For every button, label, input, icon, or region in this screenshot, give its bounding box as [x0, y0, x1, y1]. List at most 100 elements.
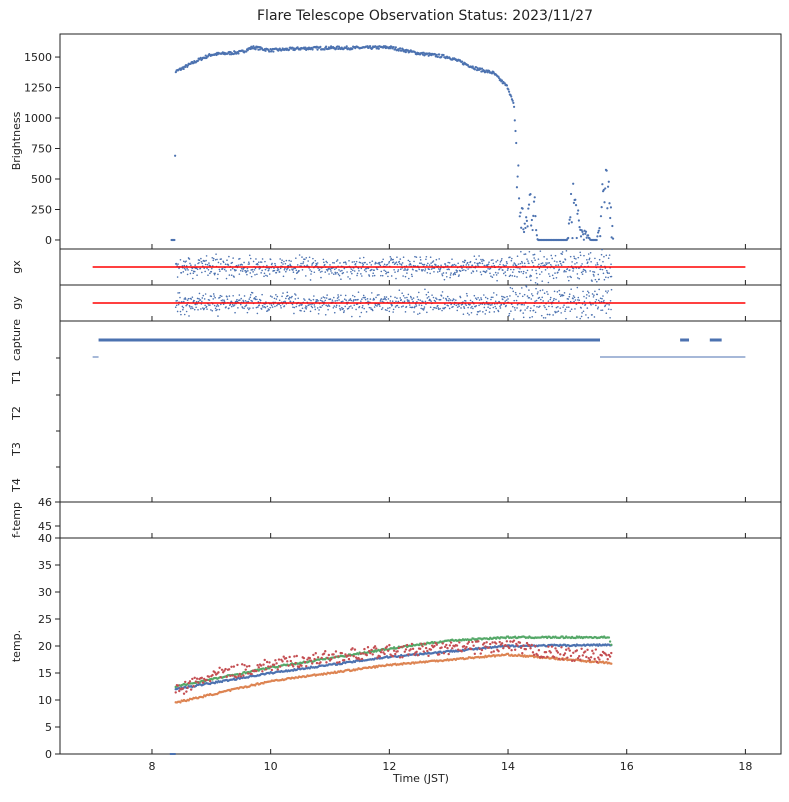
gy-point: [544, 317, 547, 319]
gx-point: [577, 277, 579, 279]
gx-point: [405, 269, 407, 271]
brightness-point: [513, 119, 516, 122]
gx-point: [254, 273, 256, 276]
gy-point: [361, 298, 363, 300]
gy-point: [596, 307, 599, 310]
temp-red-point: [288, 655, 291, 659]
gy-point: [344, 294, 347, 297]
gx-point: [573, 255, 575, 258]
gy-point: [449, 299, 452, 301]
gy-point: [460, 307, 462, 309]
gx-point: [211, 256, 214, 259]
gx-point: [479, 262, 481, 264]
temp-red-point: [532, 653, 536, 657]
gy-point: [402, 305, 404, 307]
gx-point: [481, 262, 484, 265]
brightness-point: [532, 214, 535, 218]
panel-frame-ftemp: [59, 501, 782, 539]
y-axis-label-gx: gx: [10, 260, 23, 274]
gx-point: [203, 267, 205, 270]
temp-red-point: [276, 668, 279, 671]
gx-point: [257, 261, 260, 264]
gy-point: [469, 303, 471, 306]
gy-point: [416, 296, 419, 298]
gy-point: [531, 315, 534, 318]
gy-point: [512, 318, 515, 320]
gy-point: [387, 298, 390, 300]
gy-point: [549, 298, 552, 301]
gx-point: [451, 258, 453, 261]
gx-point: [369, 261, 371, 264]
gy-point: [482, 311, 484, 313]
temp-red-point: [498, 640, 501, 644]
brightness-point: [442, 53, 445, 57]
gx-point: [413, 260, 415, 263]
gy-point: [413, 311, 415, 313]
brightness-point: [505, 84, 509, 87]
gx-point: [398, 260, 401, 263]
gy-point: [456, 306, 459, 308]
temp-red-point: [566, 656, 569, 659]
temp-red-point: [284, 656, 288, 660]
gx-point: [355, 260, 358, 263]
gx-point: [608, 254, 611, 256]
gy-point: [542, 300, 544, 302]
brightness-point: [245, 50, 248, 53]
gy-point: [308, 298, 311, 301]
temp-red-point: [483, 641, 486, 645]
gy-point: [236, 298, 238, 301]
brightness-point: [316, 48, 319, 51]
gx-point: [279, 267, 282, 270]
gy-point: [562, 294, 565, 297]
gx-point: [317, 267, 319, 270]
gx-point: [570, 276, 572, 279]
gx-point: [551, 274, 554, 277]
gy-point: [560, 312, 562, 314]
temp-red-point: [369, 651, 372, 655]
temp-red-point: [229, 674, 232, 678]
temp-red-point: [217, 671, 220, 674]
gy-point: [376, 294, 379, 296]
gy-point: [325, 297, 328, 299]
gy-point: [446, 295, 449, 298]
temp-red-point: [575, 649, 579, 652]
gy-point: [174, 306, 177, 309]
gy-point: [329, 298, 332, 300]
gy-point: [486, 297, 489, 300]
gy-point: [210, 309, 212, 311]
gy-point: [535, 287, 537, 290]
temp-red-point: [404, 648, 408, 651]
temp-red-point: [528, 644, 531, 648]
gy-point: [333, 296, 335, 299]
gx-point: [579, 251, 581, 254]
gx-point: [588, 258, 591, 261]
brightness-point: [406, 49, 410, 52]
gy-point: [248, 298, 251, 300]
gx-point: [274, 264, 277, 267]
gx-point: [254, 267, 257, 270]
temp-red-point: [261, 670, 264, 673]
gx-point: [205, 259, 207, 262]
y-tick-label: 40: [38, 532, 52, 545]
gx-point: [284, 267, 286, 270]
gx-point: [607, 276, 609, 279]
gy-point: [233, 304, 236, 306]
temp-red-point: [263, 658, 266, 662]
gy-point: [478, 304, 480, 307]
gx-point: [562, 261, 565, 263]
temp-red-point: [282, 655, 285, 658]
brightness-point: [530, 224, 533, 227]
temp-red-point: [441, 642, 444, 645]
gx-point: [253, 269, 256, 271]
gx-point: [572, 270, 574, 272]
gx-point: [433, 270, 435, 273]
gy-point: [577, 296, 580, 299]
gy-point: [184, 298, 187, 300]
gy-point: [342, 300, 344, 303]
gy-point: [398, 289, 401, 291]
gx-point: [362, 256, 365, 259]
gy-point: [325, 304, 328, 307]
gx-point: [435, 264, 437, 266]
temp-red-point: [522, 644, 525, 647]
brightness-point: [604, 187, 607, 190]
